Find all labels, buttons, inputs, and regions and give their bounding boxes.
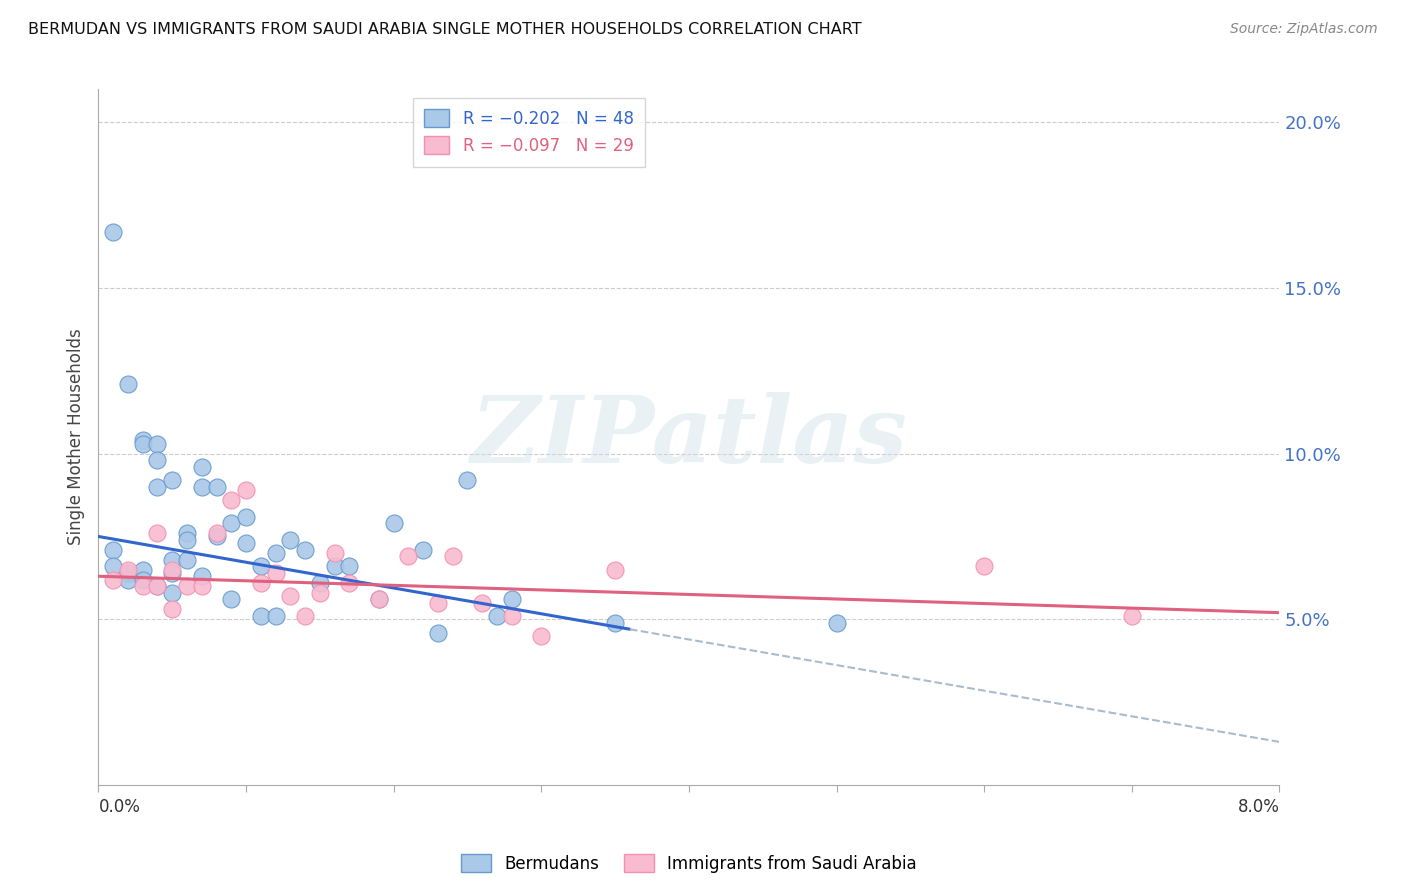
Point: [1121, 609, 1143, 624]
Point: [146, 579, 169, 593]
Point: [485, 609, 508, 624]
Point: [294, 542, 316, 557]
Point: [396, 549, 419, 564]
Point: [441, 549, 464, 564]
Point: [132, 573, 155, 587]
Legend: Bermudans, Immigrants from Saudi Arabia: Bermudans, Immigrants from Saudi Arabia: [454, 847, 924, 880]
Point: [308, 575, 332, 590]
Point: [367, 592, 389, 607]
Point: [146, 436, 169, 450]
Point: [176, 552, 198, 566]
Point: [191, 569, 214, 583]
Point: [337, 559, 360, 574]
Point: [250, 575, 273, 590]
Point: [132, 434, 155, 448]
Point: [973, 559, 995, 574]
Point: [825, 615, 848, 630]
Point: [530, 629, 553, 643]
Point: [501, 609, 523, 624]
Point: [219, 592, 242, 607]
Point: [117, 563, 139, 577]
Point: [176, 579, 198, 593]
Text: Source: ZipAtlas.com: Source: ZipAtlas.com: [1230, 22, 1378, 37]
Y-axis label: Single Mother Households: Single Mother Households: [67, 329, 86, 545]
Point: [146, 480, 169, 494]
Point: [264, 546, 287, 560]
Point: [117, 573, 139, 587]
Point: [176, 533, 198, 547]
Point: [367, 592, 389, 607]
Point: [323, 559, 346, 574]
Point: [176, 526, 198, 541]
Point: [162, 602, 183, 616]
Point: [219, 493, 242, 508]
Point: [162, 566, 183, 580]
Point: [250, 559, 273, 574]
Point: [235, 509, 257, 524]
Point: [426, 625, 449, 640]
Point: [205, 480, 228, 494]
Point: [219, 516, 242, 531]
Point: [337, 575, 360, 590]
Point: [191, 579, 214, 593]
Point: [382, 516, 405, 531]
Point: [426, 596, 449, 610]
Point: [605, 615, 627, 630]
Point: [132, 563, 155, 577]
Point: [146, 526, 169, 541]
Point: [132, 436, 155, 450]
Point: [235, 483, 257, 497]
Point: [103, 573, 125, 587]
Point: [205, 526, 228, 541]
Point: [117, 566, 139, 580]
Point: [146, 579, 169, 593]
Point: [191, 459, 214, 474]
Text: 8.0%: 8.0%: [1237, 798, 1279, 816]
Point: [162, 552, 183, 566]
Point: [162, 473, 183, 487]
Point: [501, 592, 523, 607]
Point: [278, 533, 302, 547]
Point: [162, 586, 183, 600]
Point: [264, 566, 287, 580]
Point: [294, 609, 316, 624]
Point: [323, 546, 346, 560]
Point: [146, 453, 169, 467]
Point: [103, 542, 125, 557]
Point: [308, 586, 332, 600]
Point: [162, 563, 183, 577]
Text: ZIPatlas: ZIPatlas: [471, 392, 907, 482]
Point: [605, 563, 627, 577]
Point: [103, 225, 125, 239]
Point: [264, 609, 287, 624]
Point: [250, 609, 273, 624]
Point: [205, 529, 228, 543]
Legend: R = −0.202   N = 48, R = −0.097   N = 29: R = −0.202 N = 48, R = −0.097 N = 29: [412, 97, 645, 167]
Point: [117, 377, 139, 392]
Point: [471, 596, 494, 610]
Text: BERMUDAN VS IMMIGRANTS FROM SAUDI ARABIA SINGLE MOTHER HOUSEHOLDS CORRELATION CH: BERMUDAN VS IMMIGRANTS FROM SAUDI ARABIA…: [28, 22, 862, 37]
Point: [278, 589, 302, 603]
Point: [191, 480, 214, 494]
Text: 0.0%: 0.0%: [98, 798, 141, 816]
Point: [103, 559, 125, 574]
Point: [235, 536, 257, 550]
Point: [132, 579, 155, 593]
Point: [456, 473, 478, 487]
Point: [412, 542, 434, 557]
